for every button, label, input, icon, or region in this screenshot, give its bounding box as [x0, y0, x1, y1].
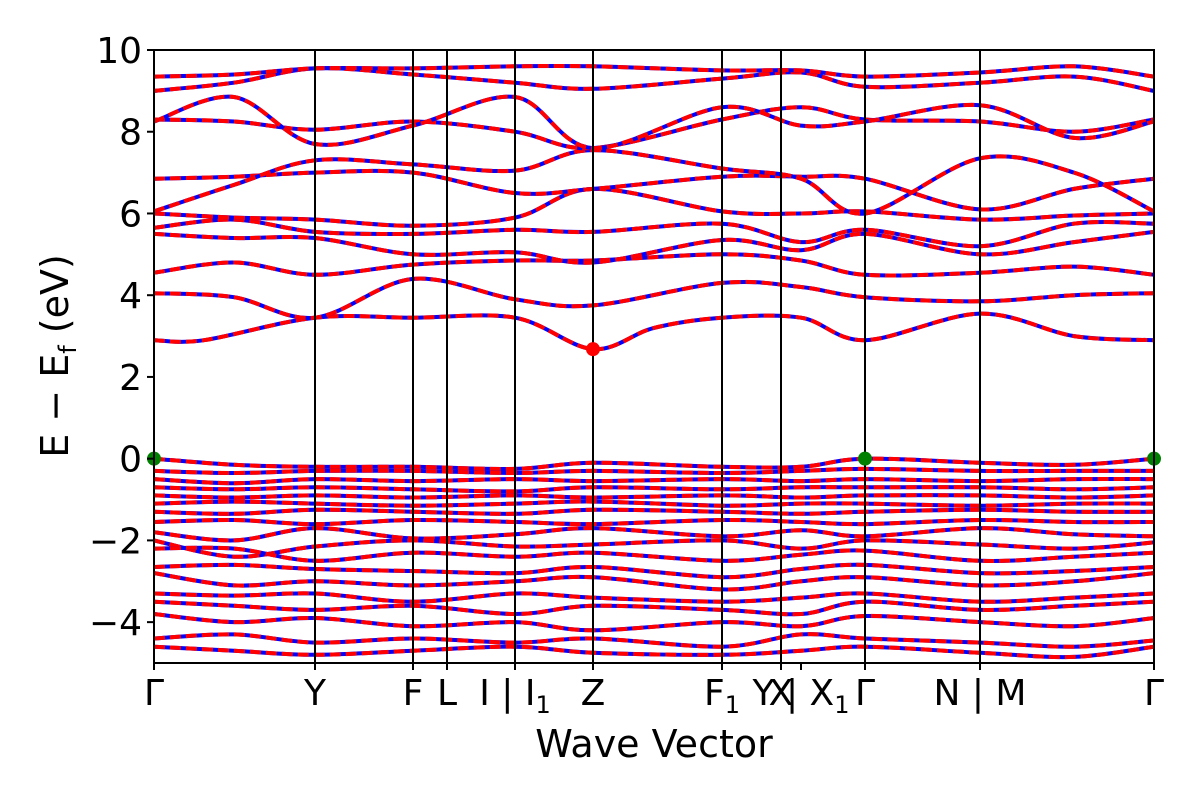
y-tick-label: −4 — [89, 603, 142, 644]
y-tick-label: 8 — [119, 113, 142, 154]
band-line — [154, 217, 1154, 249]
band-line — [154, 526, 1154, 543]
x-tick-label: Z — [581, 673, 606, 714]
band-line-underlay — [154, 168, 1154, 212]
y-tick-label: 0 — [119, 440, 142, 481]
band-line — [154, 276, 1154, 320]
band-line — [154, 148, 1154, 216]
band-line — [154, 644, 1154, 660]
band-line — [154, 632, 1154, 649]
band-line — [154, 507, 1154, 516]
band-line — [154, 485, 1154, 494]
x-tick-label: X — [769, 673, 794, 714]
x-tick-label: Γ — [1144, 673, 1164, 714]
bands-layer — [154, 63, 1154, 660]
band-line — [154, 571, 1154, 592]
band-line — [154, 94, 1154, 151]
band-line — [154, 612, 1154, 633]
y-axis-label-main: E − E — [33, 354, 77, 458]
x-tick-label: L — [437, 673, 457, 714]
band-line — [154, 562, 1154, 580]
x-tick-label: Γ — [144, 673, 164, 714]
y-tick-label: 2 — [119, 358, 142, 399]
band-line — [154, 545, 1154, 563]
y-axis-label-subscript: f — [54, 345, 82, 354]
x-tick-label: F1 — [704, 673, 740, 719]
y-axis-label-unit: (eV) — [33, 254, 77, 345]
x-axis-label: Wave Vector — [535, 722, 773, 766]
band-line — [154, 168, 1154, 212]
y-tick-label: 6 — [119, 194, 142, 235]
band-line — [154, 476, 1154, 486]
valence-band-maximum-marker — [858, 451, 872, 466]
x-tick-label: Y | X1 — [752, 673, 850, 719]
y-tick-label: 4 — [119, 276, 142, 317]
plot-frame — [153, 49, 1155, 664]
band-line — [154, 466, 1154, 476]
y-axis-ticks: −4 −2 0 2 4 6 8 10 — [89, 31, 154, 644]
x-tick-label: Y — [303, 673, 327, 714]
band-line — [154, 591, 1154, 604]
y-axis-label: E − Ef (eV) — [33, 254, 82, 458]
x-tick-label: I | I1 — [479, 673, 551, 719]
band-line-underlay — [154, 276, 1154, 320]
conduction-band-minimum-marker — [586, 342, 600, 357]
band-line — [154, 63, 1154, 79]
x-tick-label: N | M — [933, 673, 1026, 714]
band-line — [154, 493, 1154, 500]
band-line — [154, 252, 1154, 278]
band-line — [154, 499, 1154, 508]
segment-lines — [314, 50, 981, 663]
band-line — [154, 599, 1154, 617]
y-tick-label: −2 — [89, 521, 142, 562]
y-tick-label: 10 — [96, 31, 142, 72]
band-line — [154, 538, 1154, 559]
band-line — [154, 517, 1154, 527]
x-tick-label: Γ — [855, 673, 875, 714]
x-tick-label: F — [403, 673, 424, 714]
markers-layer — [147, 342, 1161, 466]
band-line — [154, 456, 1154, 472]
